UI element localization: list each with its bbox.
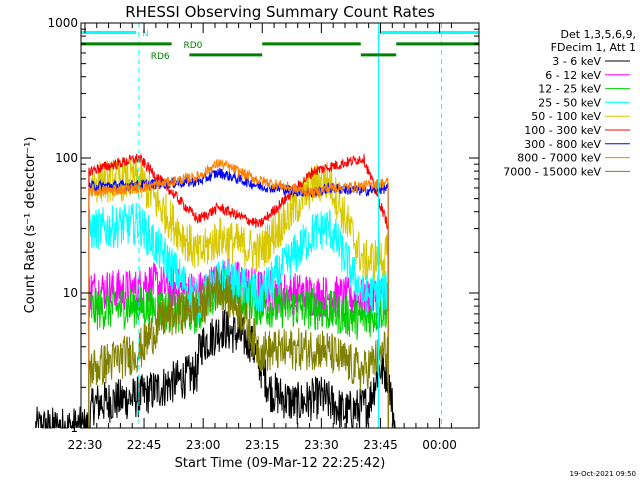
x-tick-label: 22:45 <box>127 438 162 452</box>
x-tick-label: 22:30 <box>68 438 103 452</box>
axes-layer: 1 10 100 1000 22:30 22:45 23:00 23:15 23:30 23:45… <box>47 16 479 452</box>
y-axis-label: Count Rate (s⁻¹ detector⁻¹) <box>23 137 38 314</box>
legend-item-label-9: 7000 - 15000 keV <box>503 165 601 178</box>
legend-header-line-2: FDecim 1, Att 1 <box>551 41 636 54</box>
x-axis-label: Start Time (09-Mar-12 22:25:42) <box>175 456 386 471</box>
x-tick-label: 23:00 <box>186 438 221 452</box>
y-tick-label: 100 <box>55 151 78 165</box>
timestamp: 19-Oct-2021 09:50 <box>570 470 636 478</box>
legend-item-label-6: 100 - 300 keV <box>524 124 601 137</box>
legend-item-label-3: 12 - 25 keV <box>538 83 601 96</box>
y-tick-label: 1 <box>70 421 78 435</box>
y-tick-label: 1000 <box>47 16 78 30</box>
x-tick-label: 23:30 <box>304 438 339 452</box>
legend-item-label-5: 50 - 100 keV <box>531 110 601 123</box>
chart-title: RHESSI Observing Summary Count Rates <box>125 3 435 21</box>
legend-item-label-1: 3 - 6 keV <box>552 55 601 68</box>
flag-label-rd0: RD0 <box>183 41 202 51</box>
legend-item-label-7: 300 - 800 keV <box>524 138 601 151</box>
plot-frame <box>80 22 480 429</box>
plot-data-layer <box>35 153 396 430</box>
legend-item-label-4: 25 - 50 keV <box>538 96 601 109</box>
flag-label-n: N <box>142 30 149 40</box>
x-tick-label: 00:00 <box>422 438 457 452</box>
series-line-6 <box>88 153 389 429</box>
x-tick-label: 23:45 <box>363 438 398 452</box>
flag-label-rd6: RD6 <box>151 52 170 62</box>
legend-item-label-2: 6 - 12 keV <box>545 69 601 82</box>
legend-header-line-1: Det 1,3,5,6,9, <box>560 28 636 41</box>
series-line-1 <box>35 309 396 430</box>
legend-item-label-8: 800 - 7000 keV <box>517 152 601 165</box>
y-tick-label: 10 <box>63 286 78 300</box>
legend: Det 1,3,5,6,9, FDecim 1, Att 1 3 - 6 keV… <box>503 28 636 178</box>
series-line-5 <box>88 158 389 429</box>
series-line-4 <box>88 202 389 429</box>
x-tick-label: 23:15 <box>245 438 280 452</box>
